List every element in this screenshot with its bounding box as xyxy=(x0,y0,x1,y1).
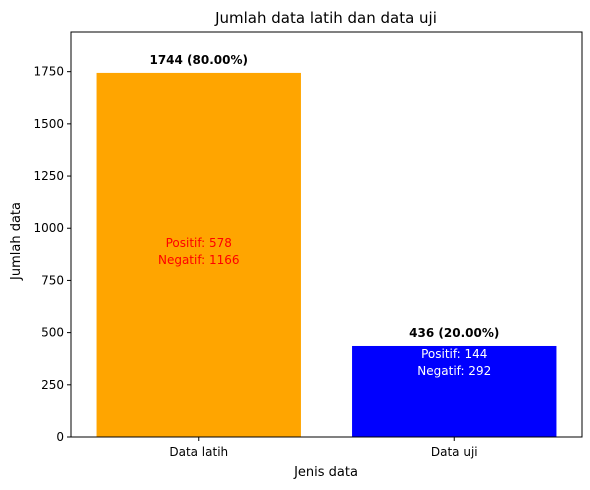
bar-value-label: 1744 (80.00%) xyxy=(149,53,248,67)
y-tick-label: 1250 xyxy=(33,169,64,183)
y-tick-label: 500 xyxy=(41,326,64,340)
y-tick-label: 750 xyxy=(41,273,64,287)
plot-area: 0 250 500 750 1000 1250 1500 1750 Data latih 1744… xyxy=(33,53,557,459)
plot-frame xyxy=(70,31,583,438)
y-axis-label: Jumlah data xyxy=(9,202,24,281)
bar-breakdown-negatif: Negatif: 1166 xyxy=(158,253,240,267)
bar-value-label: 436 (20.00%) xyxy=(409,326,499,340)
bar-breakdown-positif: Positif: 144 xyxy=(421,347,487,361)
bar-breakdown-negatif: Negatif: 292 xyxy=(417,364,491,378)
bar-0 xyxy=(96,72,301,437)
x-axis-label: Jenis data xyxy=(293,465,358,480)
bar-breakdown-positif: Positif: 578 xyxy=(166,236,232,250)
y-tick-label: 1000 xyxy=(33,221,64,235)
y-tick-label: 0 xyxy=(56,430,64,444)
y-tick-label: 1500 xyxy=(33,117,64,131)
bar-1 xyxy=(352,345,557,437)
chart-title: Jumlah data latih dan data uji xyxy=(214,9,437,27)
x-tick-label: Data latih xyxy=(169,445,228,459)
x-tick-label: Data uji xyxy=(431,445,478,459)
y-tick-label: 1750 xyxy=(33,65,64,79)
y-tick-label: 250 xyxy=(41,378,64,392)
